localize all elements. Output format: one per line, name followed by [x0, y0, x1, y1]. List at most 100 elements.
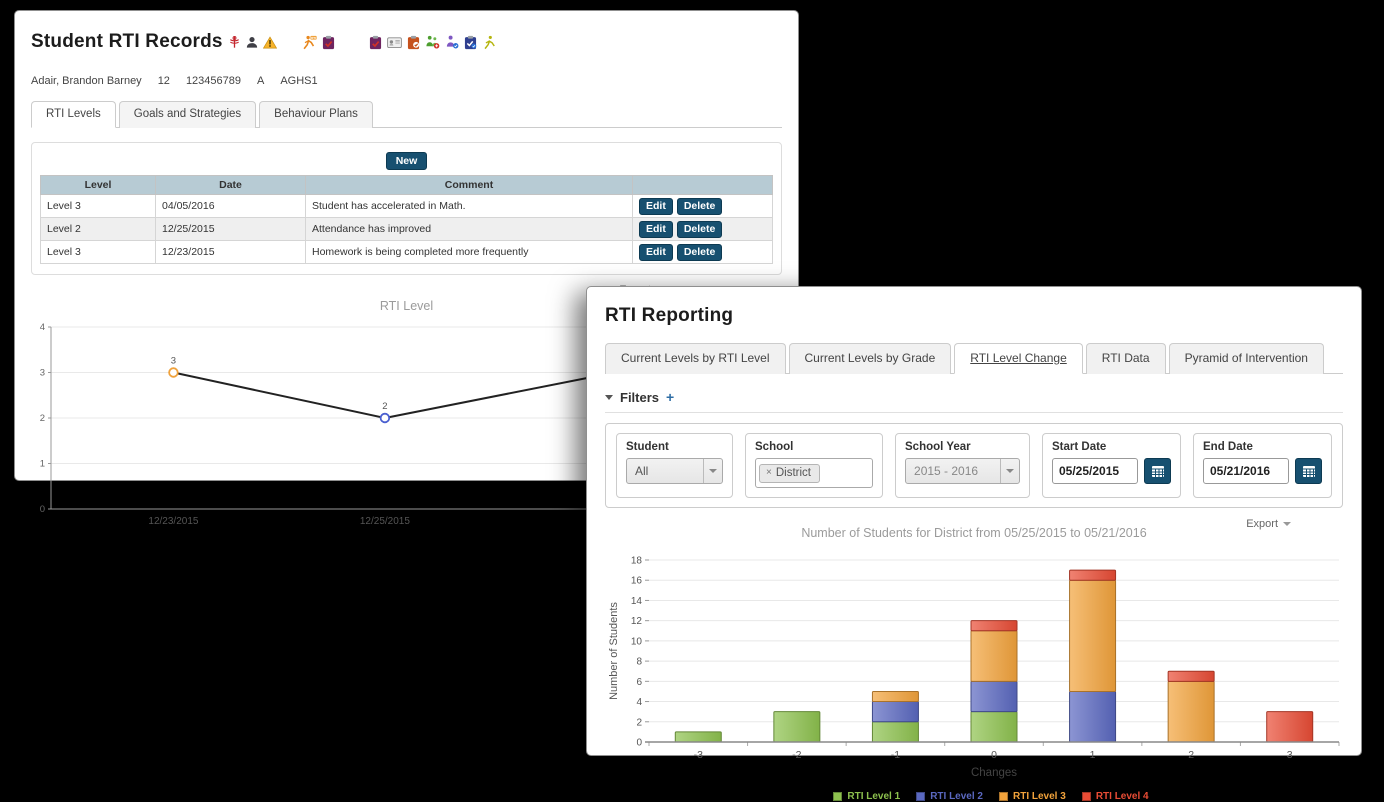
student-grade: 12 [157, 75, 170, 87]
svg-text:RTI: RTI [311, 35, 316, 39]
clipboard-red-icon[interactable] [369, 35, 382, 50]
table-row: Level 3 04/05/2016 Student has accelerat… [40, 194, 773, 218]
school-year-select[interactable]: 2015 - 2016 [905, 458, 1020, 484]
svg-text:12/25/2015: 12/25/2015 [360, 516, 410, 527]
svg-text:-3: -3 [694, 749, 703, 761]
tab-pyramid-of-intervention[interactable]: Pyramid of Intervention [1168, 343, 1324, 374]
filter-student: Student All [616, 433, 734, 498]
tab-rti-level-change[interactable]: RTI Level Change [954, 343, 1083, 374]
filter-start-date: Start Date [1042, 433, 1181, 498]
delete-button[interactable]: Delete [676, 243, 723, 261]
medical-icon [228, 35, 241, 49]
tab-behaviour-plans[interactable]: Behaviour Plans [259, 101, 373, 128]
svg-text:3: 3 [1287, 749, 1293, 761]
new-button[interactable]: New [385, 152, 428, 170]
chart-legend: RTI Level 1 RTI Level 2 RTI Level 3 RTI … [605, 791, 1343, 802]
svg-text:3: 3 [40, 368, 45, 379]
svg-text:-2: -2 [792, 749, 801, 761]
filter-panel: Student All School × District School Yea… [605, 423, 1343, 508]
svg-text:16: 16 [631, 576, 643, 587]
clipboard-maroon-icon[interactable] [322, 35, 335, 50]
student-select[interactable]: All [626, 458, 724, 484]
edit-button[interactable]: Edit [639, 197, 673, 215]
svg-text:4: 4 [40, 322, 45, 333]
page-title: RTI Reporting [605, 305, 734, 326]
student-name: Adair, Brandon Barney [31, 75, 142, 87]
svg-text:0: 0 [991, 749, 997, 761]
legend-item[interactable]: RTI Level 4 [1081, 791, 1149, 802]
tab-rti-levels[interactable]: RTI Levels [31, 101, 116, 128]
rti-runner-icon[interactable]: RTI [301, 35, 317, 50]
cell-date: 04/05/2016 [155, 194, 306, 218]
legend-item[interactable]: RTI Level 1 [833, 791, 900, 802]
cell-level: Level 3 [40, 194, 156, 218]
edit-button[interactable]: Edit [639, 243, 673, 261]
warning-icon [262, 35, 277, 49]
legend-item[interactable]: RTI Level 2 [916, 791, 983, 802]
cell-comment: Attendance has improved [305, 217, 633, 241]
people-green-badge-icon[interactable] [425, 35, 440, 49]
chevron-down-icon [1000, 459, 1019, 483]
filter-end-date: End Date [1193, 433, 1332, 498]
delete-button[interactable]: Delete [676, 197, 723, 215]
expand-filters-icon[interactable]: + [666, 389, 675, 405]
student-number: 123456789 [185, 75, 241, 87]
svg-text:2: 2 [40, 413, 45, 424]
svg-text:2: 2 [1188, 749, 1194, 761]
col-actions [632, 175, 773, 195]
svg-text:12/23/2015: 12/23/2015 [148, 516, 198, 527]
student-rti-records-window: Student RTI Records RTI [14, 10, 799, 527]
person-purple-badge-icon[interactable] [445, 35, 459, 49]
chevron-down-icon [703, 459, 722, 483]
svg-text:1: 1 [1090, 749, 1096, 761]
school-input[interactable]: × District [755, 458, 874, 488]
svg-text:12: 12 [631, 616, 643, 627]
cell-comment: Homework is being completed more frequen… [305, 240, 633, 264]
person-icon [246, 36, 258, 49]
legend-item[interactable]: RTI Level 3 [999, 791, 1066, 802]
calendar-icon[interactable] [1295, 458, 1322, 484]
rti-levels-table: Level Date Comment Level 3 04/05/2016 St… [40, 175, 773, 264]
chevron-down-icon [1283, 522, 1291, 526]
svg-text:8: 8 [636, 657, 642, 668]
remove-chip-icon[interactable]: × [766, 467, 772, 478]
tab-current-levels-by-rti-level[interactable]: Current Levels by RTI Level [605, 343, 786, 374]
reporting-tabbar: Current Levels by RTI Level Current Leve… [605, 343, 1343, 374]
svg-text:Number of Students: Number of Students [608, 602, 620, 700]
tab-goals-and-strategies[interactable]: Goals and Strategies [118, 101, 257, 128]
tab-current-levels-by-grade[interactable]: Current Levels by Grade [788, 343, 952, 374]
school-chip[interactable]: × District [759, 463, 820, 483]
col-comment: Comment [305, 175, 633, 195]
clipboard-check-orange-icon[interactable] [407, 35, 420, 50]
tab-rti-data[interactable]: RTI Data [1085, 343, 1166, 374]
svg-text:1: 1 [40, 459, 45, 470]
svg-text:0: 0 [40, 504, 45, 515]
clipboard-check-blue-icon[interactable] [464, 35, 477, 50]
svg-text:2: 2 [382, 401, 387, 412]
bar-chart-title: Number of Students for District from 05/… [801, 526, 1147, 540]
id-card-icon[interactable] [386, 36, 402, 49]
svg-text:6: 6 [636, 677, 642, 688]
cell-comment: Student has accelerated in Math. [305, 194, 633, 218]
calendar-icon[interactable] [1144, 458, 1171, 484]
svg-text:4: 4 [636, 697, 642, 708]
line-chart-title: RTI Level [379, 299, 434, 313]
collapse-icon [605, 394, 613, 400]
svg-text:2: 2 [636, 717, 642, 728]
svg-text:14: 14 [631, 596, 643, 607]
edit-button[interactable]: Edit [639, 220, 673, 238]
runner-yellow-icon[interactable] [482, 35, 496, 50]
svg-text:-1: -1 [891, 749, 900, 761]
student-tabbar: RTI Levels Goals and Strategies Behaviou… [31, 101, 782, 128]
end-date-input[interactable] [1203, 458, 1289, 484]
start-date-input[interactable] [1052, 458, 1138, 484]
legend-swatch [833, 792, 843, 801]
filter-school-year: School Year 2015 - 2016 [895, 433, 1030, 498]
delete-button[interactable]: Delete [676, 220, 723, 238]
export-dropdown[interactable]: Export [1246, 518, 1291, 530]
col-level: Level [40, 175, 156, 195]
filters-header[interactable]: Filters + [605, 389, 1343, 413]
student-info-bar: Adair, Brandon Barney 12 123456789 A AGH… [31, 75, 782, 87]
legend-swatch [1081, 792, 1091, 801]
filter-school: School × District [745, 433, 884, 498]
